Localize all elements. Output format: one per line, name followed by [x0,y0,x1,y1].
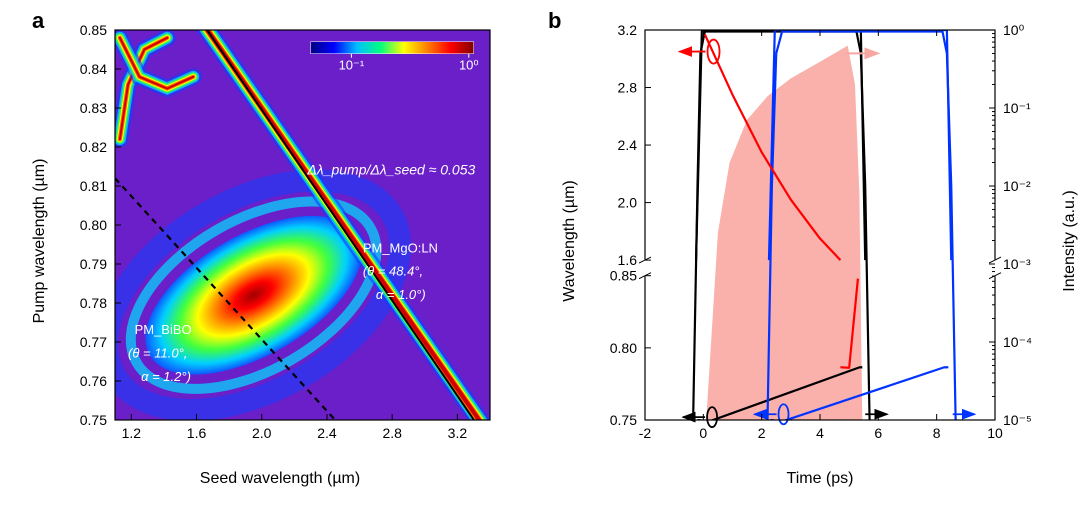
svg-text:0.83: 0.83 [80,100,107,116]
svg-text:0.84: 0.84 [80,61,107,77]
svg-text:10⁰: 10⁰ [459,58,479,73]
svg-text:0.77: 0.77 [80,334,107,350]
svg-text:0.82: 0.82 [80,139,107,155]
svg-text:0.80: 0.80 [80,217,107,233]
svg-text:10⁻⁵: 10⁻⁵ [1003,412,1032,428]
svg-text:1.6: 1.6 [187,425,207,441]
svg-text:-2: -2 [639,425,652,441]
svg-text:10⁻³: 10⁻³ [1003,256,1031,272]
svg-text:3.2: 3.2 [448,425,468,441]
svg-text:0.80: 0.80 [610,340,637,356]
panel-a-xlabel: Seed wavelength (µm) [60,470,500,488]
svg-text:α = 1.2°): α = 1.2°) [141,369,191,384]
svg-text:10⁻¹: 10⁻¹ [1003,100,1031,116]
svg-text:1.6: 1.6 [618,252,638,268]
svg-text:10⁻⁴: 10⁻⁴ [1003,334,1032,350]
svg-text:10⁻¹: 10⁻¹ [339,58,365,73]
svg-text:(θ = 11.0°,: (θ = 11.0°, [128,346,187,361]
svg-text:4: 4 [816,425,824,441]
svg-text:0.76: 0.76 [80,373,107,389]
panel-b-label: b [548,8,561,34]
svg-text:3.2: 3.2 [618,22,638,38]
panel-a-plot: Δλ_pump/Δλ_seed ≈ 0.053 PM_MgO:LN (θ = 48.… [60,20,500,460]
svg-text:α = 1.0°): α = 1.0°) [376,287,426,302]
svg-text:2.0: 2.0 [618,195,638,211]
svg-text:2.0: 2.0 [252,425,272,441]
svg-text:PM_BiBO: PM_BiBO [135,322,192,337]
svg-text:0.78: 0.78 [80,295,107,311]
svg-text:6: 6 [874,425,882,441]
svg-text:2.4: 2.4 [618,137,638,153]
svg-text:2.4: 2.4 [317,425,337,441]
panel-b-ylabel-right: Intensity (a.u.) [1061,31,1079,451]
svg-text:0.85: 0.85 [610,268,637,284]
svg-text:2.8: 2.8 [618,80,638,96]
svg-text:2.8: 2.8 [382,425,402,441]
figure-root: a b Δλ_pump/Δλ_seed ≈ 0.053PM_MgO:LN(θ =… [0,0,1080,515]
svg-text:0.85: 0.85 [80,22,107,38]
panel-b-xlabel: Time (ps) [590,470,1050,488]
svg-text:8: 8 [933,425,941,441]
svg-text:PM_MgO:LN: PM_MgO:LN [363,240,438,255]
svg-text:Δλ_pump/Δλ_seed ≈ 0.053: Δλ_pump/Δλ_seed ≈ 0.053 [306,161,475,177]
panel-a-ylabel: Pump wavelength (µm) [31,31,49,451]
svg-text:(θ = 48.4°,: (θ = 48.4°, [363,264,423,279]
svg-text:0.79: 0.79 [80,256,107,272]
svg-text:0.75: 0.75 [80,412,107,428]
svg-text:1.2: 1.2 [122,425,142,441]
svg-text:0: 0 [699,425,707,441]
svg-text:2: 2 [758,425,766,441]
svg-text:0.81: 0.81 [80,178,107,194]
svg-text:10⁰: 10⁰ [1003,22,1025,38]
panel-b-plot: -2 0 2 4 6 8 10 0.75 0.80 0.851.6 2.0 2.4 2.8 3.2 10⁻⁵… [590,20,1050,460]
panel-b-ylabel-left: Wavelength (µm) [561,31,579,451]
svg-text:10⁻²: 10⁻² [1003,178,1031,194]
svg-text:0.75: 0.75 [610,412,637,428]
svg-text:10: 10 [987,425,1003,441]
